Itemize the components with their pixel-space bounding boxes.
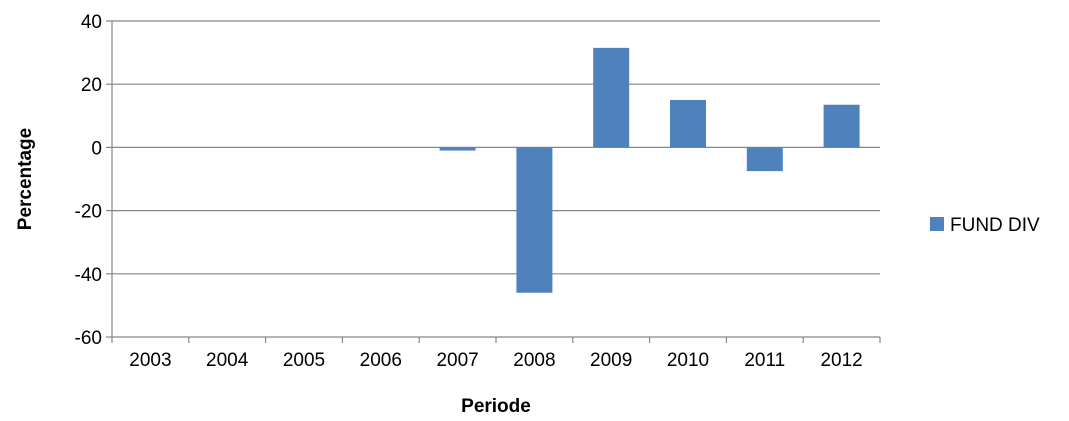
axes <box>106 20 881 343</box>
y-tick-label: -40 <box>75 265 102 286</box>
bar-2011 <box>746 147 783 172</box>
x-tick-label: 2011 <box>744 350 785 371</box>
x-tick-label: 2005 <box>283 350 325 371</box>
x-tick-label: 2003 <box>129 350 171 371</box>
x-tick-label: 2006 <box>360 350 402 371</box>
bar-2009 <box>593 47 630 148</box>
legend-label: FUND DIV <box>950 215 1040 236</box>
bar-2012 <box>823 104 860 148</box>
x-tick-label: 2008 <box>513 350 555 371</box>
y-tick-label: 20 <box>81 75 102 96</box>
bar-2008 <box>516 147 553 293</box>
y-tick-labels: -60 -40 -20 0 20 40 <box>75 12 102 349</box>
x-tick-label: 2012 <box>820 350 862 371</box>
x-tick-labels: 2003 2004 2005 2006 2007 2008 2009 2010 2011 2012 <box>129 350 862 371</box>
legend-swatch <box>930 217 944 231</box>
x-axis-title: Periode <box>461 396 531 417</box>
x-tick-label: 2004 <box>206 350 249 371</box>
bar-2007 <box>439 147 476 151</box>
bar-2010 <box>670 100 706 148</box>
x-tick-label: 2009 <box>590 350 632 371</box>
legend: FUND DIV <box>930 215 1040 236</box>
y-tick-label: -20 <box>75 202 102 223</box>
x-tick-label: 2007 <box>436 350 478 371</box>
y-tick-label: 0 <box>91 138 102 159</box>
gridlines <box>112 20 880 338</box>
bars <box>439 47 860 293</box>
y-tick-label: 40 <box>81 12 102 33</box>
y-axis-title: Percentage <box>15 128 36 230</box>
x-tick-label: 2010 <box>667 350 709 371</box>
y-tick-label: -60 <box>75 328 102 349</box>
